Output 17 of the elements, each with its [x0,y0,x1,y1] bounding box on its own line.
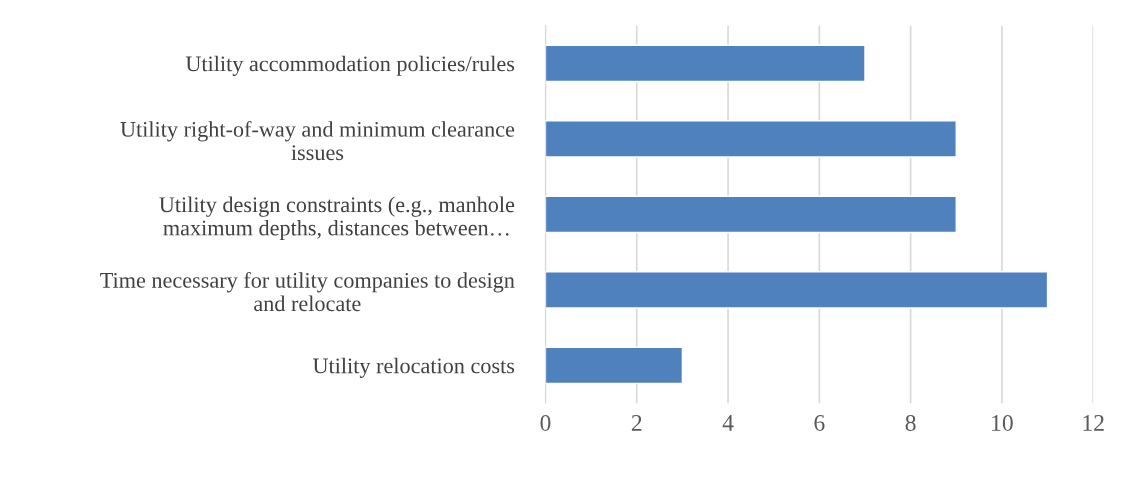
x-tick-label: 2 [631,415,642,431]
y-tick-label: Utility right-of-way and minimum clearance issues [120,120,515,161]
y-tick-label: Utility accommodation policies/rules [185,55,515,76]
y-tick-label: Utility design constraints (e.g., manhole maximum depths, distances between… [159,196,515,241]
x-tick-label: 6 [814,415,825,431]
bar [545,120,957,158]
bar [545,271,1049,309]
x-tick-label: 8 [905,414,916,431]
x-tick-label: 12 [1083,415,1104,431]
y-tick-label: Utility relocation costs [312,357,515,378]
bar [545,44,866,83]
x-tick-label: 0 [540,414,551,431]
y-tick-label: Time necessary for utility companies to design and relocate [100,271,515,312]
x-tick-label: 4 [722,415,734,431]
bar [545,195,957,234]
bar [545,346,684,385]
x-tick-label: 10 [992,414,1013,431]
